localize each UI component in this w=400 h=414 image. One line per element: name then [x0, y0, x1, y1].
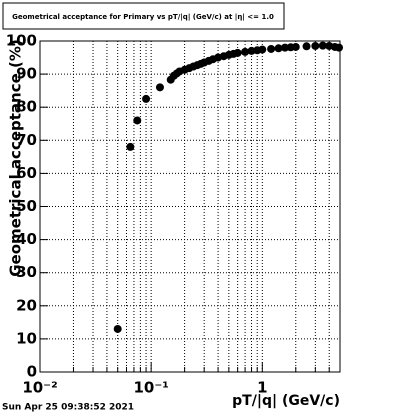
- data-point: [291, 42, 300, 51]
- x-tick-label: 10⁻¹: [133, 379, 168, 397]
- data-point: [233, 48, 242, 57]
- y-tick-label: 10: [16, 329, 37, 347]
- y-tick-label: 80: [16, 98, 37, 116]
- data-point: [267, 44, 276, 53]
- data-point: [318, 41, 327, 50]
- data-point: [280, 43, 289, 52]
- chart-title: Geometrical acceptance for Primary vs pT…: [12, 13, 274, 22]
- y-tick-label: 100: [6, 32, 37, 50]
- y-tick-label: 40: [16, 230, 37, 248]
- timestamp: Sun Apr 25 09:38:52 2021: [2, 403, 134, 413]
- x-tick-label: 1: [257, 379, 267, 397]
- y-tick-label: 70: [16, 131, 37, 149]
- y-tick-label: 30: [16, 263, 37, 281]
- data-point: [258, 45, 267, 54]
- y-tick-label: 50: [16, 197, 37, 215]
- data-point: [142, 94, 151, 103]
- y-axis-label: Geometrical acceptance (%): [7, 39, 25, 277]
- y-tick-label: 90: [16, 65, 37, 83]
- x-tick-label: 10⁻²: [22, 379, 57, 397]
- data-point: [302, 42, 311, 51]
- data-point: [241, 47, 250, 56]
- data-point: [113, 324, 122, 333]
- plot-frame: [39, 40, 341, 373]
- data-point: [155, 83, 164, 92]
- y-tick-label: 20: [16, 296, 37, 314]
- x-axis-label: pT/|q| (GeV/c): [232, 393, 340, 409]
- data-point: [274, 44, 283, 53]
- data-point: [126, 142, 135, 151]
- y-tick-label: 0: [27, 363, 37, 381]
- data-point: [335, 43, 344, 52]
- title-box: [2, 2, 285, 30]
- y-tick-label: 60: [16, 164, 37, 182]
- data-point: [133, 116, 142, 125]
- data-point: [311, 41, 320, 50]
